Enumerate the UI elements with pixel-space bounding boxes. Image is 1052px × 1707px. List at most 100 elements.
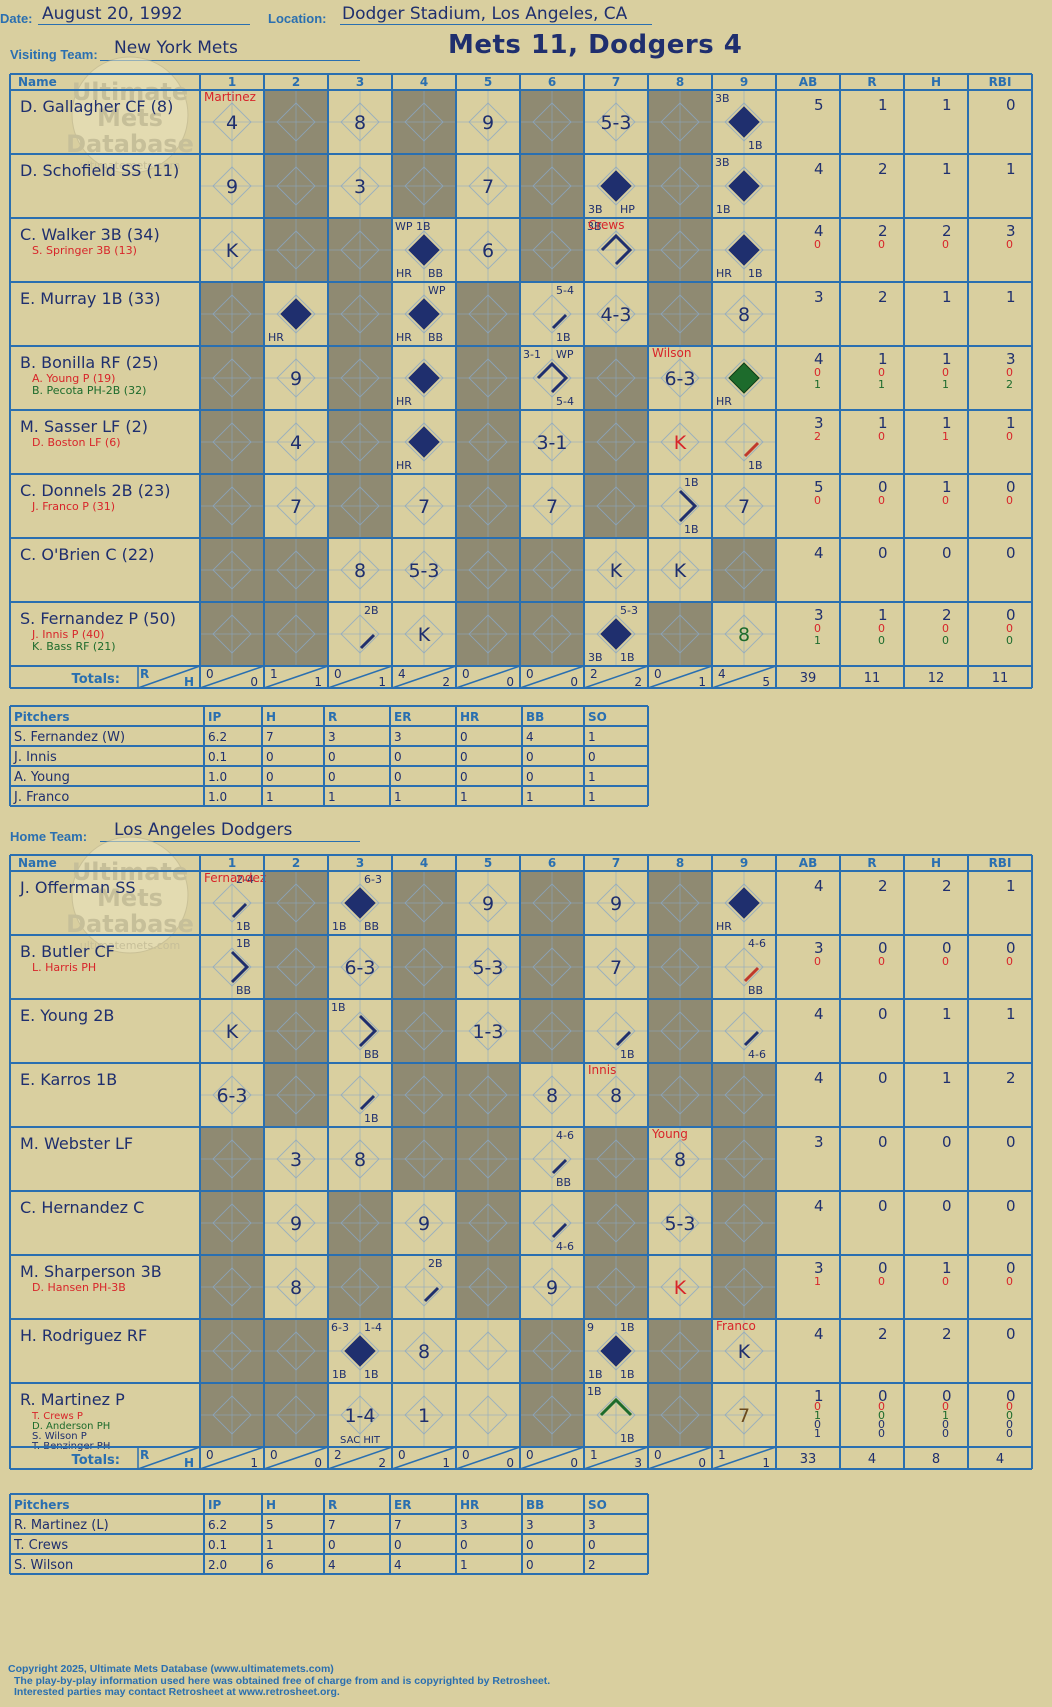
base-diamond-outline <box>340 1267 380 1307</box>
play-result: K <box>738 1341 751 1363</box>
play-note: 3B <box>715 156 730 169</box>
pitching-change-note: Young <box>651 1127 688 1141</box>
base-diamond-outline <box>596 422 636 462</box>
base-diamond-outline <box>468 230 508 270</box>
totals-divider <box>137 1446 201 1470</box>
inning-header-4: 4 <box>420 75 428 89</box>
inning-runs-total: 0 <box>462 1448 470 1462</box>
inning-total-divider <box>519 665 585 689</box>
batter-name: M. Webster LF <box>20 1134 133 1153</box>
play-note: 1B <box>748 139 763 152</box>
pitcher-stat: 7 <box>266 730 274 744</box>
base-diamond-outline <box>276 1075 316 1115</box>
play-note: 1B <box>332 920 347 933</box>
stat-value: 1 <box>1006 160 1016 178</box>
play-cell-inning-7: 5-3 3B 1B <box>588 604 638 664</box>
inning-total-divider <box>263 665 329 689</box>
base-diamond-outline <box>276 1011 316 1051</box>
play-cell-inning-6: 8 <box>546 1085 558 1107</box>
inning-hits-total: 0 <box>698 1456 706 1470</box>
batter-name: C. Donnels 2B (23) <box>20 481 171 500</box>
stat-value: 0 <box>942 1133 952 1151</box>
stat-value: 0 <box>1006 1387 1016 1405</box>
base-diamond-outline <box>596 614 636 654</box>
inning-hits-total: 0 <box>570 1456 578 1470</box>
pitching-change-note: Innis <box>588 1063 616 1077</box>
watermark-url: ultimatemets.com <box>80 939 180 952</box>
play-result: 9 <box>290 368 302 390</box>
pitcher-header: IP <box>208 710 221 724</box>
base-diamond-outline <box>532 230 572 270</box>
inning-hits-total: 0 <box>506 1456 514 1470</box>
base-diamond-outline <box>404 294 444 334</box>
play-note: HR <box>396 459 412 472</box>
stat-value: 3 <box>814 288 824 306</box>
play-cell-inning-9: 7 <box>738 496 750 518</box>
base-diamond-outline <box>532 614 572 654</box>
copyright-text: Copyright 2025, Ultimate Mets Database (… <box>8 1663 334 1675</box>
inning-total-divider <box>391 665 457 689</box>
base-diamond-outline <box>532 166 572 206</box>
base-diamond-outline <box>468 1011 508 1051</box>
stat-value: 2 <box>878 222 888 240</box>
stat-value: 0 <box>814 238 821 251</box>
stat-value: 0 <box>1006 238 1013 251</box>
inning-total-divider <box>199 1446 265 1470</box>
game-stat-total: 39 <box>800 671 817 686</box>
pitcher-stat: 3 <box>394 730 402 744</box>
pitcher-stat: 7 <box>394 1518 402 1532</box>
play-cell-inning-1: K <box>226 240 239 262</box>
base-diamond-outline <box>404 486 444 526</box>
base-diamond-outline <box>468 422 508 462</box>
stat-value: 0 <box>878 1259 888 1277</box>
base-diamond-outline <box>724 166 764 206</box>
inning-runs-total: 0 <box>270 1448 278 1462</box>
reached-path <box>743 1030 760 1047</box>
base-diamond-outline <box>532 883 572 923</box>
stat-value: 0 <box>878 1387 888 1405</box>
play-note: 5-4 <box>556 395 574 408</box>
date-label: Date: <box>0 11 33 26</box>
inning-hits-total: 1 <box>442 1456 450 1470</box>
stat-value: 1 <box>942 96 952 114</box>
stat-value: 4 <box>814 1197 824 1215</box>
pitcher-header: BB <box>526 710 544 724</box>
play-note: 1B <box>236 920 251 933</box>
play-cell-inning-8: 8 Young <box>651 1127 688 1171</box>
stat-value: 2 <box>942 1325 952 1343</box>
scored-run-diamond <box>408 362 440 394</box>
play-cell-inning-3: 1B BB <box>331 1001 379 1061</box>
watermark-url: ultimatemets.com <box>80 159 180 172</box>
base-diamond-outline <box>468 1075 508 1115</box>
stat-value: 0 <box>1006 634 1013 647</box>
pitcher-name: A. Young <box>14 770 70 785</box>
play-note: 1B <box>331 1001 346 1014</box>
play-result: K <box>674 560 687 582</box>
base-diamond-outline <box>468 1331 508 1371</box>
base-diamond-outline <box>212 1395 252 1435</box>
pitcher-stat: 0 <box>394 770 402 784</box>
play-result: 8 <box>674 1149 686 1171</box>
scored-run-diamond <box>600 618 632 650</box>
stat-value: 0 <box>942 939 952 957</box>
stat-value: 4 <box>814 1069 824 1087</box>
pitcher-header: Pitchers <box>14 1498 70 1512</box>
base-diamond-outline <box>660 102 700 142</box>
base-diamond-outline <box>276 1395 316 1435</box>
play-cell-inning-5: 9 <box>482 893 494 915</box>
base-diamond-outline <box>468 486 508 526</box>
scored-run-diamond <box>408 298 440 330</box>
stat-value: 0 <box>1006 1400 1013 1413</box>
stat-value: 1 <box>1006 414 1016 432</box>
play-result: 5-3 <box>664 1213 695 1235</box>
base-diamond-outline <box>532 294 572 334</box>
play-note: 4-6 <box>748 937 766 950</box>
pitcher-header: Pitchers <box>14 710 70 724</box>
stat-value: 0 <box>1006 1409 1013 1422</box>
totals-label: Totals: <box>72 1453 120 1468</box>
pitcher-header: HR <box>460 710 479 724</box>
batter-name: C. O'Brien C (22) <box>20 545 155 564</box>
play-result: 9 <box>226 176 238 198</box>
base-diamond-outline <box>596 230 636 270</box>
base-diamond-outline <box>596 166 636 206</box>
